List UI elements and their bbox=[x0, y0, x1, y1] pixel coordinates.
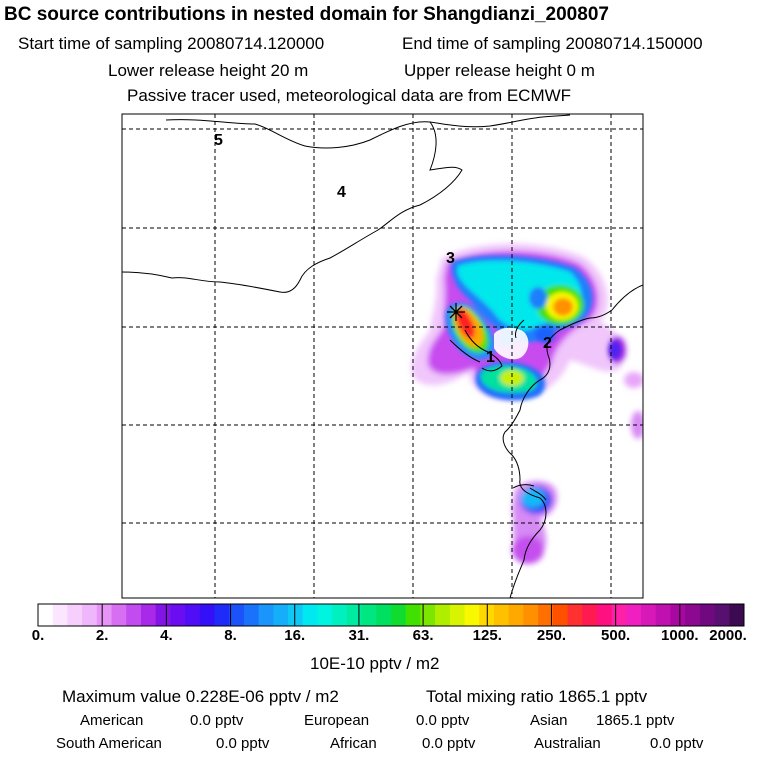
lower-release-height-label: Lower release height 20 m bbox=[108, 61, 309, 80]
coastlines-borders bbox=[122, 114, 643, 598]
colorbar-swatch bbox=[332, 604, 348, 626]
colorbar-tick-label: 4. bbox=[160, 627, 173, 644]
region-label-3: 3 bbox=[446, 250, 455, 267]
asian-value: 1865.1 pptv bbox=[596, 712, 675, 729]
colorbar-tick-label: 2. bbox=[95, 627, 109, 644]
colorbar-swatch bbox=[685, 604, 701, 626]
region-label-5: 5 bbox=[214, 132, 223, 149]
colorbar-tick-label: 63. bbox=[412, 627, 434, 644]
colorbar-swatch bbox=[229, 604, 245, 626]
colorbar-swatch bbox=[170, 604, 186, 626]
african-label: African bbox=[330, 735, 377, 752]
colorbar-swatch bbox=[714, 604, 730, 626]
colorbar-swatch bbox=[567, 604, 583, 626]
colorbar-swatch bbox=[140, 604, 157, 626]
colorbar-swatch bbox=[552, 604, 568, 626]
start-time-label: Start time of sampling 20080714.120000 bbox=[18, 34, 325, 53]
colorbar-tick-label: 2000. bbox=[709, 627, 747, 644]
colorbar-unit-label: 10E-10 pptv / m2 bbox=[310, 654, 440, 673]
colorbar-swatch bbox=[523, 604, 539, 626]
colorbar-swatch bbox=[435, 604, 451, 626]
colorbar-tick-label: 1000. bbox=[661, 627, 699, 644]
colorbar-swatch bbox=[155, 604, 171, 626]
asian-label: Asian bbox=[530, 712, 568, 729]
colorbar-swatch bbox=[346, 604, 363, 626]
colorbar-swatch bbox=[258, 604, 274, 626]
colorbar-swatch bbox=[199, 604, 215, 626]
colorbar-tick-label: 8. bbox=[224, 627, 237, 644]
colorbar-swatch bbox=[243, 604, 260, 626]
colorbar-swatch bbox=[729, 604, 745, 626]
colorbar-swatch bbox=[449, 604, 466, 626]
colorbar-swatch bbox=[420, 604, 436, 626]
colorbar-tick-label: 250. bbox=[536, 627, 567, 644]
colorbar-swatch bbox=[273, 604, 289, 626]
colorbar-swatch bbox=[655, 604, 671, 626]
colorbar-swatch bbox=[670, 604, 686, 626]
colorbar-swatch bbox=[405, 604, 421, 626]
region-label-4: 4 bbox=[337, 184, 346, 201]
australian-value: 0.0 pptv bbox=[650, 735, 704, 752]
colorbar-swatch bbox=[361, 604, 377, 626]
colorbar-swatch bbox=[596, 604, 613, 626]
upper-release-height-label: Upper release height 0 m bbox=[404, 61, 595, 80]
maximum-value-label: Maximum value 0.228E-06 pptv / m2 bbox=[62, 687, 339, 706]
grid-lines bbox=[122, 114, 643, 598]
colorbar-swatch bbox=[82, 604, 98, 626]
american-label: American bbox=[80, 712, 144, 729]
colorbar-swatch bbox=[493, 604, 510, 626]
region-label-2: 2 bbox=[543, 335, 552, 352]
colorbar-swatch bbox=[582, 604, 598, 626]
colorbar-frame bbox=[37, 603, 745, 627]
colorbar-tick-label: 16. bbox=[284, 627, 306, 644]
region-label-1: 1 bbox=[486, 349, 495, 366]
colorbar-tick-label: 125. bbox=[472, 627, 502, 644]
colorbar-swatch bbox=[111, 604, 127, 626]
map-frame bbox=[121, 113, 644, 599]
colorbar-swatch bbox=[67, 604, 83, 626]
colorbar-swatch bbox=[699, 604, 716, 626]
colorbar-swatch bbox=[317, 604, 333, 626]
colorbar-swatch bbox=[464, 604, 480, 626]
colorbar-swatch bbox=[288, 604, 304, 626]
south-american-value: 0.0 pptv bbox=[216, 735, 270, 752]
colorbar-swatch bbox=[641, 604, 657, 626]
european-value: 0.0 pptv bbox=[416, 712, 470, 729]
colorbar-swatch bbox=[508, 604, 524, 626]
colorbar-swatch bbox=[391, 604, 407, 626]
colorbar-swatch bbox=[38, 604, 54, 626]
total-mixing-ratio-label: Total mixing ratio 1865.1 pptv bbox=[426, 687, 648, 706]
african-value: 0.0 pptv bbox=[422, 735, 476, 752]
colorbar-swatch bbox=[376, 604, 392, 626]
colorbar-swatch bbox=[302, 604, 318, 626]
colorbar-swatch bbox=[185, 604, 201, 626]
colorbar-swatch bbox=[538, 604, 554, 626]
colorbar-swatch bbox=[52, 604, 68, 626]
colorbar-tick-label: 31. bbox=[348, 627, 370, 644]
colorbar-swatch bbox=[96, 604, 113, 626]
receptor-star-marker bbox=[447, 303, 465, 321]
colorbar-swatch bbox=[626, 604, 642, 626]
colorbar-tick-label: 500. bbox=[601, 627, 631, 644]
american-value: 0.0 pptv bbox=[190, 712, 244, 729]
colorbar-swatch bbox=[214, 604, 230, 626]
australian-label: Australian bbox=[534, 735, 601, 752]
colorbar-swatch bbox=[126, 604, 142, 626]
end-time-label: End time of sampling 20080714.150000 bbox=[402, 34, 703, 53]
south-american-label: South American bbox=[56, 735, 162, 752]
colorbar-tick-label: 0. bbox=[31, 627, 45, 644]
european-label: European bbox=[304, 712, 370, 729]
tracer-note: Passive tracer used, meteorological data… bbox=[127, 86, 572, 105]
colorbar-swatch bbox=[611, 604, 627, 626]
colorbar bbox=[37, 603, 745, 627]
chart-title: BC source contributions in nested domain… bbox=[4, 4, 609, 25]
